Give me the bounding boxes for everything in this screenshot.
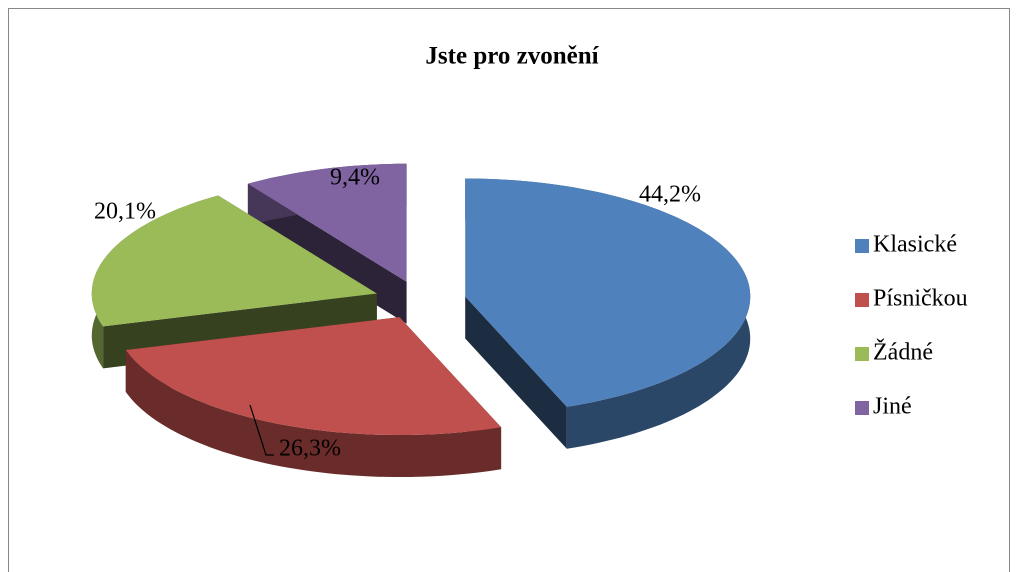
legend-swatch [855, 347, 869, 361]
legend-swatch [855, 401, 869, 415]
leader-line [249, 404, 274, 456]
slice-edge [125, 350, 502, 477]
legend-swatch [855, 239, 869, 253]
legend-label: Klasické [873, 232, 957, 258]
data-label: 26,3% [279, 436, 341, 462]
slice [247, 163, 407, 282]
slice [125, 317, 502, 435]
chart-title: Jste pro zvonění [425, 43, 599, 70]
legend-label: Jiné [873, 394, 912, 420]
slice [465, 178, 751, 407]
data-label: 20,1% [94, 199, 156, 225]
data-label: 9,4% [330, 165, 380, 191]
data-label: 44,2% [639, 182, 701, 208]
legend-label: Žádné [873, 340, 933, 366]
legend-label: Písničkou [873, 286, 968, 312]
slice-wall [465, 296, 567, 449]
legend-swatch [855, 293, 869, 307]
slice [91, 195, 377, 327]
